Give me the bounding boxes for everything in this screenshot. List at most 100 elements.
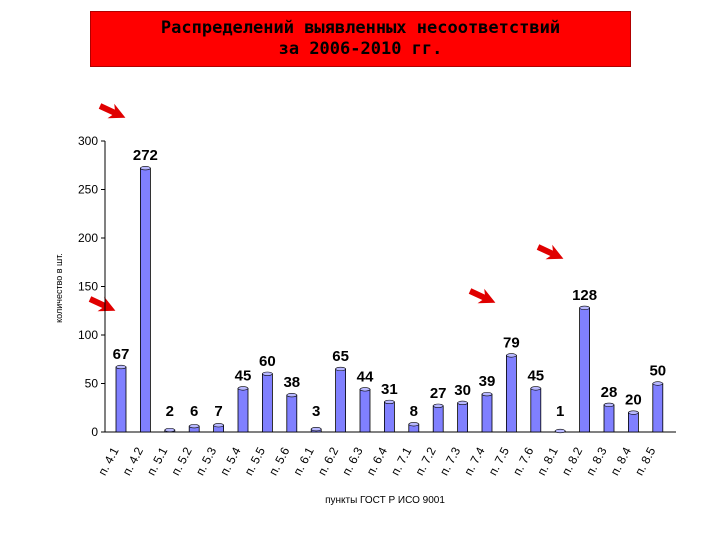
bar-cap <box>432 403 444 408</box>
bar-body <box>359 388 371 433</box>
bar <box>505 353 517 433</box>
x-tick-label: п. 7.1 <box>388 445 415 478</box>
bar-body <box>237 387 249 433</box>
x-tick-label: п. 8.3 <box>583 445 610 478</box>
red-arrow-icon <box>88 296 116 312</box>
bar <box>383 399 395 433</box>
data-label: 45 <box>235 367 252 384</box>
bar-body <box>628 412 639 433</box>
bar-cap <box>652 381 664 386</box>
bar <box>530 386 542 433</box>
x-tick-label: п. 8.4 <box>608 445 635 478</box>
bar-cap <box>115 364 127 370</box>
bar <box>261 371 273 433</box>
data-label: 128 <box>572 287 597 304</box>
data-label: 6 <box>190 403 198 420</box>
bar-cap <box>237 386 249 391</box>
data-label: 50 <box>649 363 666 380</box>
x-tick-label: п. 8.5 <box>632 445 659 478</box>
data-label: 2 <box>166 403 174 420</box>
data-label: 3 <box>312 403 320 420</box>
bar <box>213 423 225 433</box>
bar-body <box>505 354 517 433</box>
data-label: 45 <box>527 367 544 384</box>
bar <box>432 403 444 433</box>
y-tick-label: 200 <box>78 231 98 245</box>
data-label: 272 <box>133 147 158 164</box>
bar-cap <box>506 353 517 358</box>
bar-cap <box>213 423 224 428</box>
data-label: 44 <box>357 368 374 385</box>
bar <box>164 427 176 433</box>
bar <box>310 426 322 433</box>
bar-body <box>652 383 664 433</box>
bar <box>554 428 566 434</box>
data-label: 67 <box>113 346 130 363</box>
red-arrow-icon <box>98 103 126 119</box>
x-tick-label: п. 7.4 <box>461 445 488 478</box>
bar-cap <box>579 305 590 310</box>
red-arrow-icon <box>536 244 564 260</box>
chart-bars <box>115 166 664 434</box>
bar <box>408 422 420 433</box>
data-label: 79 <box>503 334 520 351</box>
bar-cap <box>457 400 468 406</box>
decorative-arrows <box>88 103 564 312</box>
data-label: 20 <box>625 392 642 409</box>
bar <box>457 400 469 433</box>
x-tick-label: п. 5.3 <box>193 445 220 478</box>
bar <box>335 366 347 433</box>
bar-body <box>115 366 127 433</box>
x-tick-label: п. 5.2 <box>168 445 195 478</box>
bar <box>115 364 127 433</box>
x-tick-label: п. 6.2 <box>315 445 342 478</box>
bar-cap <box>408 422 420 427</box>
y-tick-label: 250 <box>78 183 98 197</box>
data-label: 38 <box>283 374 300 391</box>
x-tick-label: п. 6.1 <box>290 445 317 478</box>
data-label: 28 <box>601 384 618 401</box>
bar <box>237 386 249 433</box>
bar <box>628 410 639 433</box>
bar-cap <box>359 387 371 392</box>
bar-cap <box>628 410 639 415</box>
data-label: 60 <box>259 353 276 370</box>
chart-title-line-1: Распределений выявленных несоответствий <box>160 18 561 38</box>
data-label: 7 <box>214 403 222 420</box>
x-axis-label: пункты ГОСТ Р ИСО 9001 <box>325 495 445 506</box>
bar-body <box>603 404 615 433</box>
bar-cap <box>384 399 395 405</box>
data-label: 8 <box>410 403 418 420</box>
x-tick-label: п. 7.3 <box>437 445 464 478</box>
y-tick-label: 150 <box>78 280 98 294</box>
bar-cap <box>140 166 151 171</box>
bar-cap <box>530 386 542 391</box>
bar-body <box>530 387 542 433</box>
x-tick-label: п. 7.6 <box>510 445 537 478</box>
bar-body <box>286 394 298 433</box>
bar <box>286 393 298 433</box>
chart-title-line-2: за 2006-2010 гг. <box>278 39 443 59</box>
x-tick-label: п. 5.6 <box>266 445 293 478</box>
bar-cap <box>286 393 298 398</box>
chart-x-tick-labels: п. 4.1п. 4.2п. 5.1п. 5.2п. 5.3п. 5.4п. 5… <box>95 445 658 478</box>
bar-body <box>139 167 151 433</box>
bar-body <box>481 393 493 433</box>
bar-cap <box>603 402 615 407</box>
x-tick-label: п. 8.1 <box>534 445 561 478</box>
y-tick-label: 0 <box>91 425 98 439</box>
red-arrow-icon <box>468 288 496 304</box>
bar-cap <box>310 426 322 432</box>
bar <box>188 424 200 433</box>
bar <box>579 305 590 433</box>
y-axis-label: количество в шт. <box>54 253 64 323</box>
bar-cap <box>335 366 346 372</box>
bar-body <box>383 401 395 433</box>
data-label: 39 <box>479 373 496 390</box>
data-label: 31 <box>381 381 398 398</box>
x-tick-label: п. 6.4 <box>364 445 391 478</box>
bar <box>652 381 664 433</box>
x-tick-label: п. 4.2 <box>120 445 147 478</box>
bar-body <box>579 307 590 433</box>
